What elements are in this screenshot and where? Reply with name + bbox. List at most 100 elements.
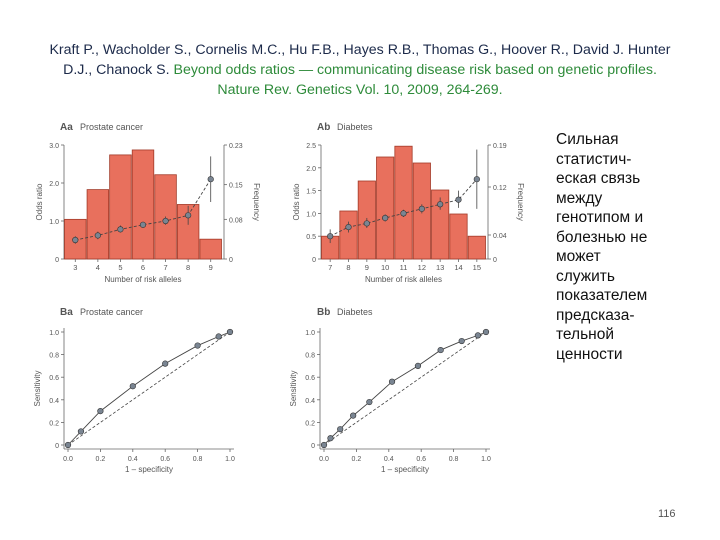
side-text-line: статистич- [556,150,632,168]
x-tick-label: 0.2 [96,456,106,463]
roc-point [437,346,444,354]
x-tick-label: 1.0 [225,456,235,463]
x-tick-label: 7 [328,263,332,272]
x-axis-title: 1 – specificity [125,465,173,474]
citation: Kraft P., Wacholder S., Cornelis M.C., H… [40,40,680,100]
y-tick-label: 0 [312,257,316,264]
y-tick-label: 0.4 [305,398,315,405]
roc-point [327,435,334,442]
panel-aa: Aa Prostate cancer 0 1.0 2.0 3.0 0 0.08 0.15 0.23… [35,122,261,284]
x-tick-label: 11 [400,263,408,272]
y-axis-title: Sensitivity [289,370,298,406]
x-tick-label: 3 [73,263,77,272]
odds-ratio-point [363,220,370,227]
bar [131,149,155,260]
roc-point [97,408,104,415]
bar [199,238,222,260]
panel-title: Prostate cancer [80,122,143,132]
x-tick-label: 0.4 [384,456,394,463]
x-axis-title: 1 – specificity [381,465,429,474]
x-tick-label: 8 [346,263,350,272]
odds-ratio-point [185,212,192,219]
odds-ratio-point [418,205,425,212]
x-tick-label: 0.0 [319,456,329,463]
x-tick-label: 8 [186,263,190,272]
y-tick-label: 2.0 [306,166,316,173]
bar [376,156,395,260]
side-text-line: ценности [556,345,623,363]
bar [394,145,413,260]
y-tick-label: 0 [55,257,59,264]
x-tick-label: 0.6 [160,456,170,463]
y-tick-label: 0 [55,443,59,450]
x-axis-title: Number of risk alleles [365,275,442,284]
x-tick-label: 5 [118,263,122,272]
odds-ratio-point [473,176,480,183]
y2-tick-label: 0.15 [229,183,243,190]
bar [109,154,132,260]
roc-point [458,337,465,345]
x-tick-label: 0.0 [63,456,73,463]
roc-point [366,398,373,406]
side-text-line: между [556,189,603,207]
y-axis-title: Odds ratio [292,183,301,220]
panel-bb: Bb Diabetes 0 0.2 0.4 0.6 0.8 1.0 0.0 0.2 0.4 0.6 0.… [289,307,491,474]
odds-ratio-point [94,232,101,239]
citation-title: Beyond odds ratios — communicating disea… [173,62,657,78]
y-tick-label: 0.8 [49,353,59,360]
x-tick-label: 9 [365,263,369,272]
roc-point [162,360,169,367]
y2-tick-label: 0.12 [493,185,507,192]
y-tick-label: 0.2 [49,420,59,427]
y2-tick-label: 0 [493,257,497,264]
side-text-line: еская связь [556,170,641,187]
side-text-line: болезнью не [556,228,648,246]
x-tick-label: 1.0 [481,456,491,463]
y-tick-label: 1.0 [49,219,59,226]
odds-ratio-point [72,236,79,244]
x-axis-title: Number of risk alleles [105,275,182,284]
page-number: 116 [658,508,676,520]
roc-point [388,378,396,385]
panel-label: Aa [60,122,73,133]
y-tick-label: 0.2 [305,420,315,427]
x-tick-label: 0.8 [449,456,459,463]
panel-label: Bb [317,307,330,318]
odds-ratio-point [382,214,389,222]
roc-point [215,333,222,340]
x-tick-label: 9 [209,263,213,272]
x-tick-label: 7 [163,263,167,272]
panel-title: Diabetes [337,122,373,132]
bar [467,235,486,260]
y-tick-label: 1.0 [305,330,315,337]
y2-tick-label: 0.23 [229,143,243,150]
roc-line [67,331,231,446]
chance-line [67,331,231,446]
odds-ratio-point [162,217,169,225]
roc-point [414,362,422,369]
odds-ratio-point [400,210,407,217]
panel-title: Prostate cancer [80,307,143,317]
panel-ab: Ab Diabetes 0 0.5 1.0 1.5 2.0 2.5 0 0.04 0.12 0.19 7… [292,122,525,284]
side-text-line: тельной [556,326,614,343]
odds-ratio-point [327,233,334,240]
y-tick-label: 1.0 [306,211,316,218]
odds-ratio-point [455,196,462,203]
y2-axis-title: Frequency [252,183,261,221]
x-tick-label: 14 [454,263,462,272]
y2-axis-title: Frequency [516,183,525,221]
x-tick-label: 0.6 [416,456,426,463]
x-tick-label: 0.8 [193,456,203,463]
side-text-line: может [556,248,601,265]
roc-point [482,328,490,336]
odds-ratio-point [139,221,147,228]
bar [86,189,110,260]
y2-tick-label: 0.04 [493,233,507,240]
y-axis-title: Odds ratio [35,183,44,220]
odds-ratio-point [345,223,352,231]
x-tick-label: 13 [436,263,444,272]
roc-point [77,428,85,435]
roc-point [350,412,357,419]
y-tick-label: 0.5 [306,234,316,241]
roc-point [320,441,328,449]
